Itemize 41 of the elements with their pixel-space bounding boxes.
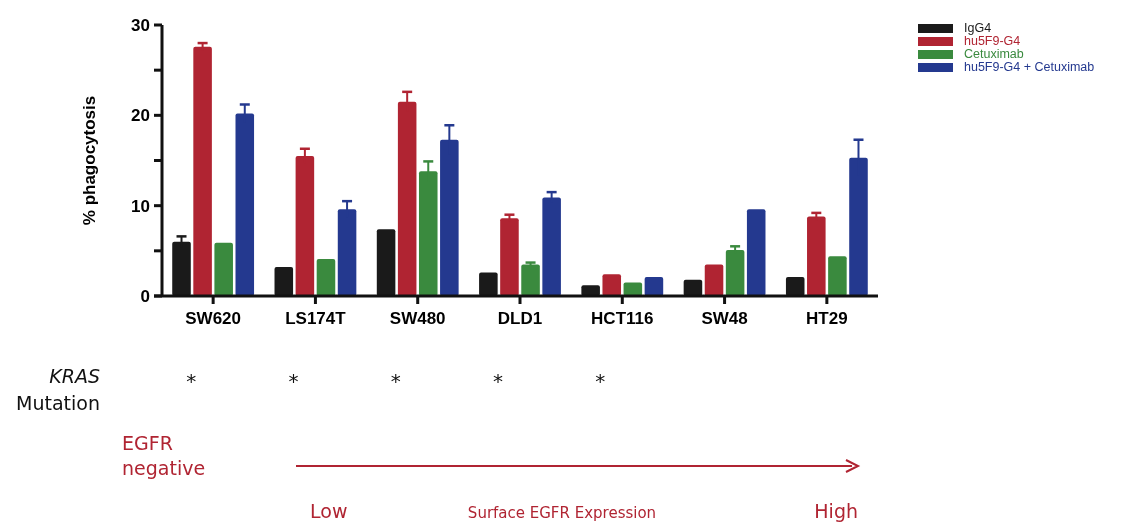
x-tick-label: SW480 (389, 309, 446, 328)
bar (746, 209, 766, 296)
y-tick-label: 0 (140, 286, 150, 306)
y-axis-title: % phagocytosis (80, 95, 99, 226)
bar (644, 277, 664, 296)
text: * (493, 369, 503, 393)
bar (193, 46, 212, 296)
y-tick-label: 10 (131, 196, 150, 216)
y-tick-label: 20 (131, 106, 150, 126)
text: Surface EGFR Expression (467, 504, 657, 522)
bar (542, 197, 561, 296)
text: EGFR negative (122, 432, 206, 479)
legend-label: IgG4 (964, 21, 992, 36)
x-tick-label: HCT116 (591, 309, 654, 328)
legend-label: hu5F9-G4 + Cetuximab (964, 60, 1095, 75)
text: Mutation (16, 392, 100, 414)
x-tick-label: LS174T (285, 309, 347, 328)
bar (521, 264, 540, 296)
text: * (595, 369, 606, 393)
bar (704, 264, 724, 296)
bar (316, 258, 336, 296)
x-tick-label: DLD1 (497, 309, 543, 328)
text: High (814, 500, 858, 522)
text: KRAS (49, 365, 100, 387)
bar (725, 249, 745, 296)
bar (807, 216, 826, 296)
text: * (390, 369, 401, 393)
legend-label: Cetuximab (964, 47, 1024, 62)
x-tick-label: SW48 (701, 309, 748, 328)
text: * (186, 369, 197, 393)
text: * (288, 369, 299, 393)
legend-label: hu5F9-G4 (964, 34, 1021, 49)
bar (828, 256, 847, 296)
bar (500, 218, 519, 296)
x-tick-label: HT29 (806, 309, 848, 328)
bar (602, 274, 622, 296)
bar (214, 242, 233, 296)
bar (623, 282, 643, 296)
text: Low (310, 500, 348, 522)
y-tick-label: 30 (131, 15, 150, 35)
x-tick-label: SW620 (185, 309, 242, 328)
